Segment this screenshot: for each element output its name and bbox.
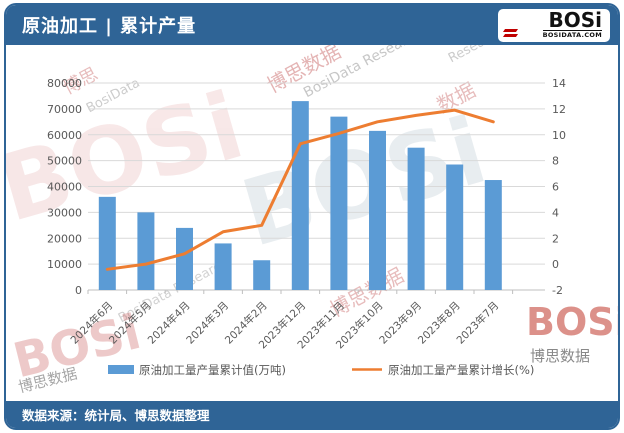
bar: [446, 164, 464, 290]
bar: [369, 130, 386, 290]
y-axis-label-right: 8: [552, 155, 559, 168]
footer-bar: 数据来源：统计局、博思数据整理: [6, 401, 618, 428]
page-title: 原油加工 | 累计产量: [22, 16, 197, 37]
y-axis-label-right: 12: [552, 103, 566, 116]
y-axis-label-right: 14: [552, 77, 566, 90]
bar: [291, 101, 309, 290]
y-axis-label-left: 50000: [47, 155, 82, 168]
y-axis-label-left: 0: [75, 284, 82, 297]
combo-chart: 0 -2 10000 0 20000 2 30000 4 40000 6 50000 8 60000 10…: [47, 77, 566, 377]
legend-label-line: 原油加工量产量累计增长(%): [388, 363, 534, 377]
y-axis-label-right: -2: [552, 284, 563, 297]
bar: [330, 116, 348, 290]
bar: [484, 180, 502, 290]
bar: [214, 243, 232, 290]
y-axis-label-right: 10: [552, 129, 566, 142]
x-axis-label: 2023年7月: [454, 299, 502, 347]
bar: [137, 212, 155, 290]
legend-label-bar: 原油加工量产量累计值(万吨): [139, 363, 286, 377]
bar: [176, 227, 193, 290]
y-axis-label-right: 4: [552, 206, 559, 219]
bosi-logo: BOSi BOSIDATA.COM: [498, 7, 610, 42]
logo-domain: BOSIDATA.COM: [542, 29, 602, 39]
bar: [253, 260, 271, 290]
bar: [98, 196, 116, 290]
y-axis-label-left: 10000: [47, 258, 82, 271]
y-axis-label-left: 60000: [47, 129, 82, 142]
chart-area: 博思数据 BosiData Research Research 数据 博思 BosiDat…: [6, 45, 618, 401]
logo-stripes-icon: [502, 27, 519, 37]
y-axis-label-right: 2: [552, 232, 559, 245]
y-axis-label-left: 40000: [47, 181, 82, 194]
y-axis-label-left: 70000: [47, 103, 82, 116]
legend-swatch-bar: [108, 365, 134, 374]
header-bar: 原油加工 | 累计产量 BOSi BOSIDATA.COM: [6, 5, 618, 45]
y-axis-label-right: 0: [552, 258, 559, 271]
bar: [407, 147, 425, 290]
y-axis-label-left: 80000: [47, 77, 82, 90]
growth-line: [105, 108, 495, 271]
y-axis-label-right: 6: [552, 181, 559, 194]
y-axis-label-left: 30000: [47, 206, 82, 219]
data-source: 数据来源：统计局、博思数据整理: [22, 408, 210, 423]
report-card: 原油加工 | 累计产量 BOSi BOSIDATA.COM 博思数据 BosiDa…: [4, 3, 620, 430]
y-axis-label-left: 20000: [47, 232, 82, 245]
logo-brand: BOSi: [548, 7, 602, 32]
